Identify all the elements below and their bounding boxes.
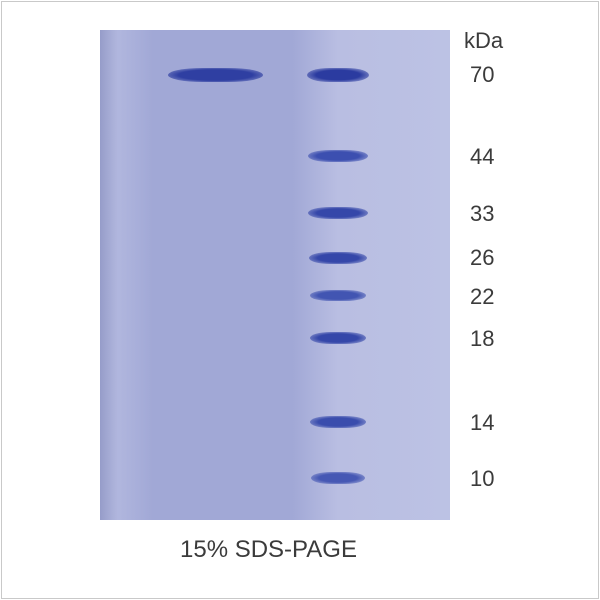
marker-label: 44 xyxy=(470,144,494,170)
gel-image xyxy=(100,30,450,520)
marker-label: 33 xyxy=(470,201,494,227)
gel-left-shade xyxy=(100,30,118,520)
image-frame: kDa 70 44 33 26 22 18 14 10 15% SDS-PAGE xyxy=(0,0,600,600)
marker-label: 70 xyxy=(470,62,494,88)
ladder-band xyxy=(310,416,366,428)
caption-text: 15% SDS-PAGE xyxy=(180,536,357,564)
marker-label: 18 xyxy=(470,326,494,352)
ladder-band xyxy=(309,252,367,264)
ladder-band xyxy=(311,472,365,484)
marker-label: 14 xyxy=(470,410,494,436)
ladder-band xyxy=(310,332,366,344)
unit-label: kDa xyxy=(464,28,503,54)
ladder-band xyxy=(307,68,369,82)
ladder-band xyxy=(310,290,366,301)
marker-label: 10 xyxy=(470,466,494,492)
marker-label: 26 xyxy=(470,245,494,271)
marker-label: 22 xyxy=(470,284,494,310)
ladder-band xyxy=(308,150,368,162)
ladder-band xyxy=(308,207,368,219)
sample-band xyxy=(168,68,263,82)
